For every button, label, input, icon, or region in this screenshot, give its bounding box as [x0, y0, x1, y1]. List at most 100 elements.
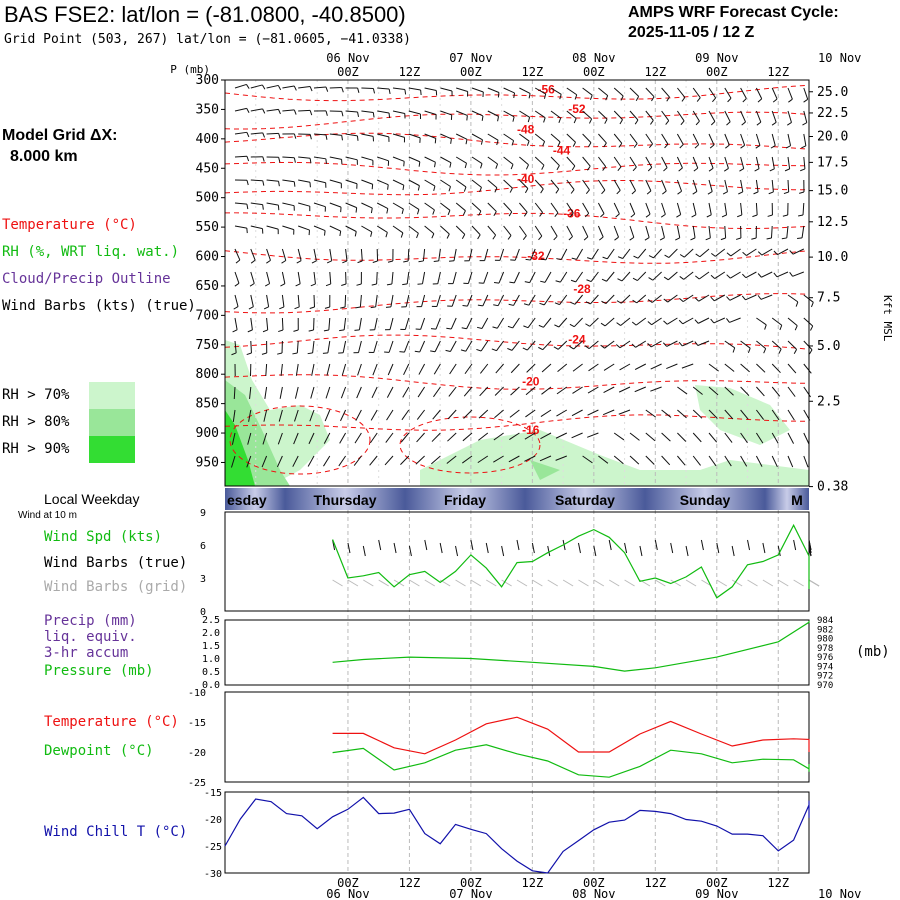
wind-barb-flag [246, 156, 250, 162]
legend-dewpoint: Dewpoint (°C) [44, 743, 154, 759]
wind-barb [487, 110, 499, 117]
wind-barb-flag [448, 186, 451, 192]
wind-barb-flag [416, 233, 419, 239]
wind-barb-flag [294, 306, 300, 310]
wind-barb [636, 294, 647, 304]
wind-barb [478, 432, 489, 441]
wind-barb [787, 179, 790, 193]
isotherm-line [224, 84, 810, 102]
wind-barb [296, 340, 299, 354]
wind-barb-grid [562, 579, 574, 587]
wind-barb [661, 133, 669, 145]
wind-barb [786, 225, 789, 238]
wind-barb-flag [342, 260, 348, 264]
isotherm-line [224, 132, 810, 150]
wind-barb [543, 294, 552, 306]
time-tick-label-bottom: 00Z [460, 876, 482, 890]
wind-barb [534, 133, 545, 142]
wind-barb [653, 248, 662, 259]
wind-barb-flag [430, 328, 437, 330]
wind-barb [371, 386, 378, 399]
isotherm-label: -28 [573, 282, 591, 296]
wind-barb [740, 455, 748, 467]
wind-barb-flag [278, 157, 281, 163]
wind-barb [566, 156, 576, 167]
wind-barb-flag [601, 300, 607, 305]
wind-barb [265, 363, 268, 377]
wind-barb [803, 133, 807, 146]
wind-barb [692, 432, 702, 443]
wind-barb [708, 179, 713, 192]
isotherm-label: -48 [517, 123, 535, 137]
wind-barb [629, 110, 639, 121]
wind-barb-flag [553, 235, 558, 241]
wind-barb-flag [588, 142, 592, 148]
wind-barb-flag [633, 255, 639, 259]
wind-barb [692, 202, 697, 215]
wind-barb-flag [573, 118, 577, 124]
wind-barb [431, 455, 441, 465]
wind-barb [392, 87, 405, 91]
wind-barb [282, 156, 295, 159]
wind-barb [345, 202, 357, 209]
time-tick-label-bottom: 00Z [337, 876, 359, 890]
wind-barb [622, 248, 631, 259]
wind-barb [294, 386, 299, 399]
wind-barb [440, 225, 450, 235]
wind-barb [404, 317, 410, 330]
wind-barb [261, 455, 268, 468]
wind-barb-grid [409, 579, 420, 587]
wind-barb [377, 179, 389, 186]
wind-barb [465, 340, 473, 352]
wind-barb [377, 133, 389, 138]
wind-barb-flag [309, 86, 313, 92]
wind-barb [756, 386, 765, 397]
wind-barb-flag [584, 345, 590, 349]
wind-barb-flag [571, 257, 577, 260]
pressure-tick-label-right: 972 [817, 672, 833, 682]
wind-barb-flag [742, 273, 747, 279]
wind-barb-flag [768, 191, 774, 195]
date-label-bottom: 06 Nov [326, 887, 369, 900]
wind-barb [555, 432, 568, 439]
wind-barb-flag [249, 283, 255, 287]
wind-barb-flag [616, 322, 621, 326]
wind-barb-flag [527, 117, 531, 123]
wind-barb-flag [600, 322, 606, 327]
model-grid-value: 8.000 km [10, 148, 78, 165]
wind-barb [447, 409, 457, 420]
wind-barb [440, 110, 452, 116]
wind-barb [597, 202, 605, 214]
wind-barb [724, 340, 735, 349]
wind-barb [421, 271, 426, 284]
wind-barb-flag [433, 260, 439, 263]
wind-barb-flag [232, 329, 238, 333]
weekday-cell [645, 488, 765, 510]
wind-barb [755, 202, 758, 216]
legend-rh70: RH > 70% [2, 387, 70, 403]
wind-barb-flag [280, 283, 286, 287]
wind-barb [787, 87, 793, 100]
wind-barb [447, 432, 457, 442]
wind-barb [645, 455, 655, 465]
wind-barb-flag [385, 232, 388, 238]
wind-barb-flag [356, 135, 359, 141]
wind-panel-frame [224, 511, 810, 612]
wind-barb [740, 202, 743, 215]
model-grid-label: Model Grid ΔX: [2, 127, 118, 144]
wind-barb [421, 294, 426, 307]
wind-barb-true [808, 545, 812, 557]
legend-wind-barbs-grid: Wind Barbs (grid) [44, 579, 188, 595]
wind-barb-flag [631, 343, 636, 348]
wind-barb-flag [495, 163, 499, 169]
wind-barb [329, 202, 342, 208]
wind-barb-flag [492, 326, 498, 329]
wind-barb [266, 248, 271, 261]
wind-barb-flag [354, 329, 360, 331]
wind-barb-flag [763, 348, 767, 354]
precip-tick-label: 0.5 [202, 667, 220, 678]
wind-barb [571, 409, 583, 417]
wind-barb [487, 156, 498, 165]
wind-barb [433, 386, 441, 398]
pressure-tick-label-right: 970 [817, 681, 833, 691]
